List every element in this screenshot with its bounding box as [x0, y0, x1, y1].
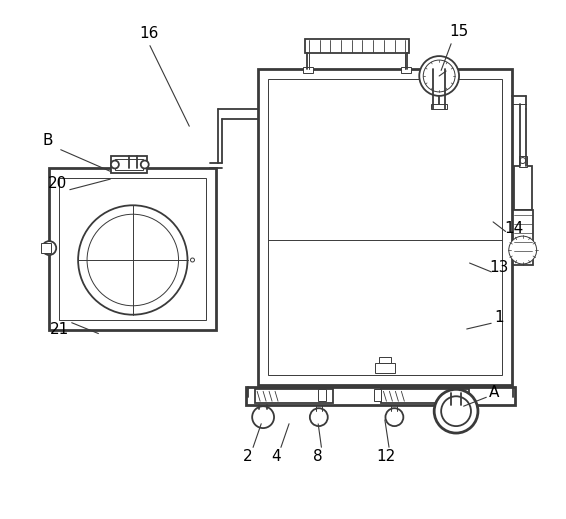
Bar: [115, 158, 143, 170]
Text: 20: 20: [48, 176, 67, 191]
Text: 4: 4: [271, 449, 281, 465]
Bar: [513, 210, 533, 265]
Bar: [111, 156, 147, 173]
Text: B: B: [42, 133, 53, 148]
Circle shape: [441, 397, 471, 426]
Text: 2: 2: [243, 449, 253, 465]
Bar: [303, 67, 313, 73]
Bar: [514, 166, 531, 210]
Circle shape: [87, 214, 178, 306]
Bar: [59, 179, 207, 320]
Bar: [258, 69, 512, 385]
Bar: [246, 387, 514, 405]
Bar: [379, 358, 391, 363]
Text: 8: 8: [313, 449, 323, 465]
Text: 16: 16: [139, 26, 158, 40]
Text: A: A: [488, 385, 499, 400]
Bar: [305, 39, 409, 53]
Circle shape: [419, 56, 459, 96]
Text: 1: 1: [494, 310, 504, 325]
Circle shape: [385, 408, 404, 426]
Circle shape: [111, 160, 119, 169]
Bar: [268, 79, 502, 375]
Circle shape: [191, 258, 195, 262]
Circle shape: [423, 60, 455, 92]
Circle shape: [252, 406, 274, 428]
Text: 21: 21: [50, 322, 69, 337]
Circle shape: [42, 241, 56, 255]
Text: 12: 12: [376, 449, 395, 465]
Bar: [374, 389, 381, 401]
Bar: [518, 156, 527, 168]
Bar: [375, 363, 395, 373]
Text: 15: 15: [449, 24, 469, 39]
Circle shape: [509, 236, 537, 264]
Text: 13: 13: [489, 261, 508, 276]
Bar: [49, 169, 216, 330]
Circle shape: [434, 389, 478, 433]
Circle shape: [520, 158, 526, 163]
Text: 14: 14: [504, 221, 524, 236]
Bar: [255, 389, 333, 403]
Bar: [401, 67, 411, 73]
Bar: [41, 243, 52, 253]
Circle shape: [141, 160, 149, 169]
Bar: [318, 389, 326, 401]
Circle shape: [310, 408, 328, 426]
Bar: [381, 389, 469, 403]
Bar: [431, 104, 447, 109]
Circle shape: [78, 206, 187, 315]
